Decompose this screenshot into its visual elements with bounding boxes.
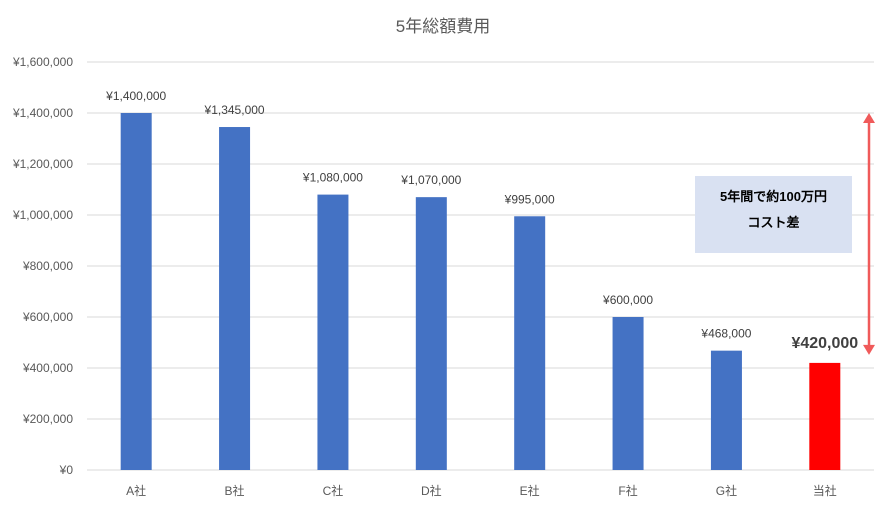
x-tick-label: F社 [618, 483, 637, 498]
bar [710, 350, 742, 470]
bars [120, 113, 841, 471]
data-label: ¥995,000 [504, 192, 555, 206]
y-tick-label: ¥1,000,000 [12, 208, 73, 222]
data-label: ¥1,345,000 [204, 103, 265, 117]
y-tick-label: ¥400,000 [22, 361, 73, 375]
y-axis-tick-labels: ¥0 ¥200,000 ¥400,000 ¥600,000 ¥800,000 ¥1,000… [12, 55, 73, 477]
callout-text-line: コスト差 [747, 215, 799, 230]
y-tick-label: ¥1,400,000 [12, 106, 73, 120]
bar [415, 197, 447, 470]
data-label: ¥600,000 [602, 293, 653, 307]
data-label: ¥1,080,000 [302, 171, 363, 185]
y-tick-label: ¥200,000 [22, 412, 73, 426]
bar [120, 113, 152, 470]
difference-arrow-head-top [863, 113, 875, 123]
highlight-bar [809, 362, 841, 470]
bar [219, 127, 251, 471]
y-tick-label: ¥800,000 [22, 259, 73, 273]
chart-title: 5年総額費用 [396, 17, 490, 36]
x-tick-label: C社 [323, 483, 344, 498]
x-tick-label: D社 [421, 483, 442, 498]
y-tick-label: ¥1,600,000 [12, 55, 73, 69]
data-label: ¥468,000 [700, 327, 751, 341]
y-tick-label: ¥1,200,000 [12, 157, 73, 171]
data-label: ¥1,070,000 [400, 173, 461, 187]
difference-arrow-head-bottom [863, 344, 875, 355]
data-labels: ¥1,400,000 ¥1,345,000 ¥1,080,000 ¥1,070,000… [105, 89, 858, 352]
y-tick-label: ¥0 [59, 463, 74, 477]
x-tick-label: B社 [225, 483, 245, 498]
bar [317, 194, 349, 470]
x-tick-label: E社 [520, 483, 540, 498]
highlight-data-label: ¥420,000 [791, 335, 858, 352]
callout-box [695, 176, 852, 253]
y-tick-label: ¥600,000 [22, 310, 73, 324]
x-tick-label: A社 [126, 483, 146, 498]
bar [612, 317, 644, 470]
bar [514, 216, 546, 470]
x-tick-label: G社 [716, 483, 737, 498]
x-tick-label: 当社 [813, 483, 837, 498]
x-axis-tick-labels: A社 B社 C社 D社 E社 F社 G社 当社 [126, 483, 837, 498]
callout-text-line: 5年間で約100万円 [720, 189, 827, 204]
gridlines [87, 61, 874, 471]
data-label: ¥1,400,000 [105, 89, 166, 103]
